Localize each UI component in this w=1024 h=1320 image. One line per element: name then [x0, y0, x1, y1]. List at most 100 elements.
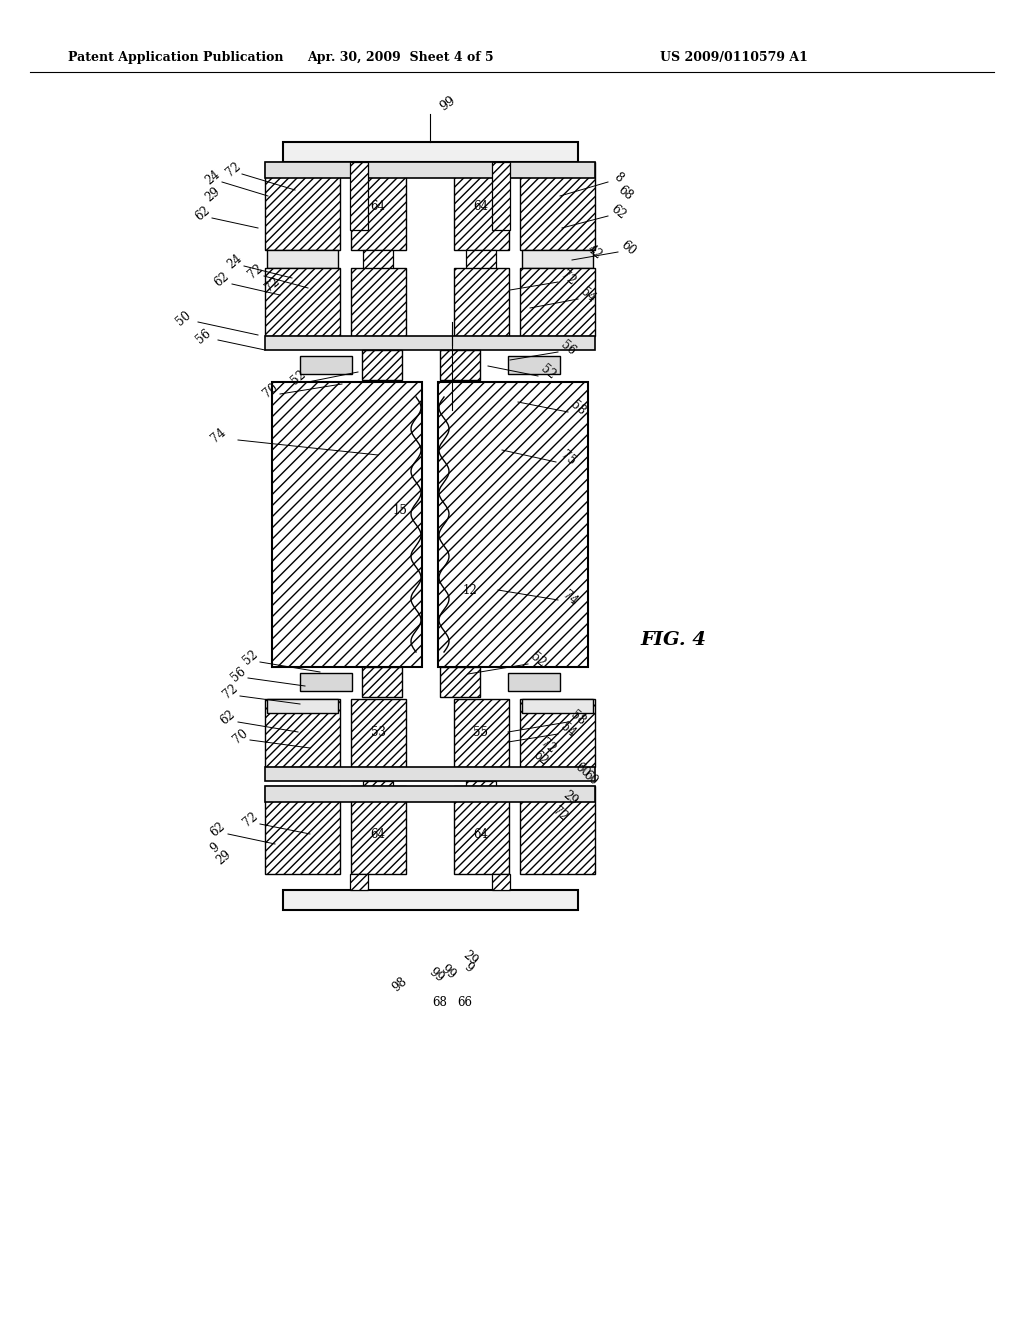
- Text: 72: 72: [558, 268, 578, 288]
- Text: 54: 54: [579, 285, 598, 305]
- Bar: [351, 700, 406, 767]
- Text: 60: 60: [572, 760, 592, 780]
- Bar: [466, 249, 496, 305]
- Bar: [454, 162, 509, 249]
- Text: 58: 58: [568, 709, 588, 727]
- Bar: [522, 249, 593, 268]
- Text: 54: 54: [558, 721, 578, 739]
- Text: 56: 56: [558, 338, 578, 358]
- Text: 64: 64: [473, 829, 488, 842]
- Text: 99: 99: [426, 965, 445, 985]
- Text: 68: 68: [432, 995, 447, 1008]
- Bar: [440, 350, 480, 380]
- Text: 62: 62: [212, 271, 231, 290]
- Bar: [351, 785, 406, 874]
- Text: 52: 52: [288, 368, 308, 388]
- Bar: [362, 249, 393, 305]
- Text: Patent Application Publication: Patent Application Publication: [68, 51, 284, 65]
- Bar: [350, 874, 368, 890]
- Text: 29: 29: [203, 185, 223, 205]
- Text: 64: 64: [371, 829, 385, 842]
- Text: 60: 60: [580, 768, 600, 788]
- Text: 62: 62: [608, 202, 628, 222]
- Bar: [265, 162, 595, 178]
- Bar: [265, 700, 340, 767]
- Bar: [300, 356, 352, 374]
- Text: 62: 62: [194, 205, 213, 224]
- Text: 74: 74: [560, 589, 580, 607]
- Text: 24: 24: [203, 168, 223, 187]
- Text: 62: 62: [208, 820, 228, 840]
- Text: 72: 72: [262, 276, 282, 294]
- Bar: [267, 249, 338, 268]
- Bar: [454, 785, 509, 874]
- Bar: [272, 381, 422, 667]
- Bar: [300, 673, 352, 690]
- Bar: [265, 785, 595, 803]
- Text: 12: 12: [463, 583, 477, 597]
- Bar: [520, 700, 595, 767]
- Bar: [520, 162, 595, 249]
- Text: 64: 64: [473, 199, 488, 213]
- Text: 99: 99: [438, 94, 458, 114]
- Text: 52: 52: [539, 362, 558, 381]
- Text: 68: 68: [615, 183, 635, 203]
- Text: 50: 50: [173, 308, 193, 327]
- Text: Apr. 30, 2009  Sheet 4 of 5: Apr. 30, 2009 Sheet 4 of 5: [306, 51, 494, 65]
- Text: 72: 72: [223, 160, 243, 180]
- Bar: [520, 785, 595, 874]
- Bar: [265, 337, 595, 350]
- Text: 15: 15: [392, 503, 408, 516]
- Bar: [265, 162, 340, 249]
- Bar: [492, 874, 510, 890]
- Bar: [466, 781, 496, 826]
- Text: 8: 8: [611, 170, 625, 185]
- Bar: [362, 350, 402, 380]
- Text: 70: 70: [260, 380, 280, 400]
- Bar: [440, 667, 480, 697]
- Text: 29: 29: [214, 849, 233, 867]
- Text: 9: 9: [208, 841, 222, 855]
- Text: 56: 56: [194, 326, 213, 346]
- Bar: [520, 268, 595, 337]
- Bar: [508, 356, 560, 374]
- Text: 29: 29: [560, 788, 580, 808]
- Text: 98: 98: [390, 975, 410, 995]
- Bar: [362, 781, 393, 826]
- Bar: [267, 700, 338, 713]
- Text: 72: 72: [240, 810, 260, 830]
- Bar: [492, 162, 510, 230]
- Text: 42: 42: [585, 243, 605, 261]
- Text: 62: 62: [530, 748, 550, 768]
- Bar: [283, 143, 578, 162]
- Text: 72: 72: [539, 737, 558, 756]
- Bar: [351, 162, 406, 249]
- Bar: [265, 767, 595, 781]
- Text: 55: 55: [473, 726, 488, 739]
- Text: 52: 52: [240, 648, 260, 668]
- Bar: [454, 268, 509, 337]
- Text: 74: 74: [208, 425, 228, 445]
- Bar: [350, 162, 368, 230]
- Bar: [351, 268, 406, 337]
- Text: 66: 66: [458, 995, 472, 1008]
- Text: 58: 58: [568, 399, 588, 417]
- Text: 99: 99: [438, 962, 458, 982]
- Text: US 2009/0110579 A1: US 2009/0110579 A1: [660, 51, 808, 65]
- Text: 72: 72: [220, 682, 240, 702]
- Text: 75: 75: [558, 449, 578, 467]
- Bar: [265, 785, 340, 874]
- Bar: [362, 667, 402, 697]
- Text: 72: 72: [245, 263, 265, 281]
- Bar: [522, 700, 593, 713]
- Text: 53: 53: [371, 726, 385, 739]
- Text: 64: 64: [371, 199, 385, 213]
- Text: 24: 24: [225, 252, 245, 272]
- Text: 52: 52: [528, 651, 548, 669]
- Text: 72: 72: [550, 804, 570, 824]
- Bar: [454, 700, 509, 767]
- Text: 60: 60: [618, 238, 638, 257]
- Bar: [438, 381, 588, 667]
- Text: 70: 70: [230, 726, 250, 746]
- Text: 62: 62: [218, 709, 238, 727]
